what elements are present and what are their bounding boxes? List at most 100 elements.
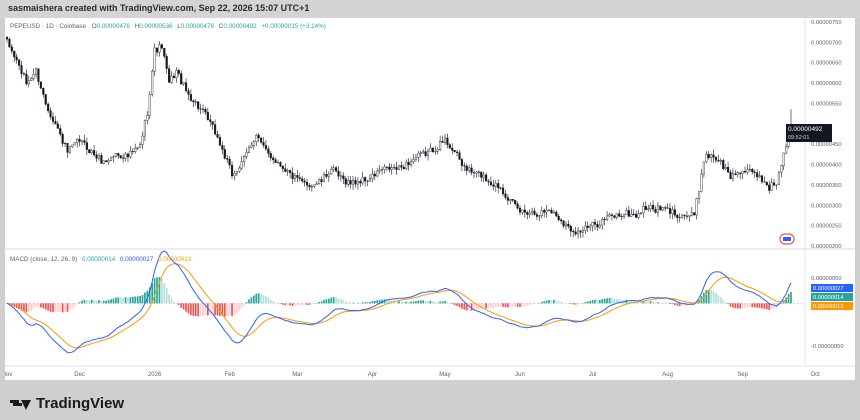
time-tick-label: Mar [292, 372, 302, 378]
candle-body [531, 210, 534, 214]
time-tick-label: Feb [224, 372, 235, 378]
macd-legend[interactable]: MACD (close, 12, 26, 9) 0.00000014 0.000… [10, 256, 192, 263]
histogram-bar [526, 303, 529, 306]
candle-body [770, 182, 773, 191]
histogram-bar [790, 291, 792, 304]
candle-body [606, 215, 609, 220]
price-tick-label: 0.00000250 [811, 224, 842, 230]
candle-body [712, 154, 715, 158]
candle-body [199, 108, 202, 110]
candle-body [584, 225, 587, 231]
histogram-bar [78, 302, 81, 304]
price-chart[interactable]: 0.00000750 0.00000700 0.00000650 0.00000600… [2, 18, 855, 380]
candle-body [511, 199, 514, 201]
candle-body [610, 214, 613, 216]
time-tick-label: Jun [515, 372, 525, 378]
histogram-bar [598, 299, 601, 304]
histogram-bar [192, 303, 195, 316]
candle-body [376, 170, 379, 177]
histogram-bar [289, 303, 291, 306]
histogram-bar [661, 302, 664, 304]
histogram-bar [657, 302, 659, 304]
chart-card[interactable]: 0.00000750 0.00000700 0.00000650 0.00000600… [2, 18, 855, 380]
candle-body [683, 214, 686, 217]
candle-body [330, 169, 333, 175]
histogram-bar [206, 303, 209, 316]
candle-body [555, 211, 558, 217]
candle-body [468, 167, 471, 171]
time-axis[interactable]: Nov Dec 2026 Feb Mar Apr May Jun Jul Aug Sep Oct [2, 372, 821, 378]
histogram-bar [335, 297, 337, 304]
candle-body [514, 200, 517, 205]
candle-body [327, 173, 330, 177]
histogram-bar [134, 296, 137, 304]
time-tick-label: Nov [5, 372, 12, 378]
candle-body [373, 173, 376, 177]
tradingview-logo[interactable]: TradingView [10, 395, 124, 412]
histogram-bar [751, 303, 754, 308]
candle-body [637, 213, 640, 218]
histogram-bar [577, 303, 579, 305]
histogram-bar [274, 302, 277, 304]
candle-body [424, 151, 427, 156]
histogram-bar [262, 294, 265, 304]
flag-icon[interactable] [779, 233, 795, 245]
histogram-bar [727, 303, 729, 305]
histogram-bar [119, 297, 122, 304]
candle-body [736, 172, 739, 175]
histogram-bar [540, 301, 543, 304]
candle-body [729, 171, 732, 179]
candle-body [233, 173, 236, 177]
histogram-bar [303, 303, 306, 305]
candle-body [400, 165, 403, 168]
histogram-bar [216, 303, 219, 316]
histogram-bar [347, 302, 350, 304]
histogram-bar [129, 297, 132, 304]
candle-body [516, 203, 519, 209]
histogram-bar [81, 300, 83, 304]
histogram-bar [298, 303, 301, 306]
candle-body [247, 147, 251, 153]
histogram-bar [405, 301, 408, 304]
candle-body [480, 171, 483, 178]
histogram-bar [236, 303, 238, 314]
candle-body [581, 230, 584, 233]
macd-histogram [8, 277, 792, 317]
close-value: 0.00000492 [223, 23, 257, 30]
histogram-bar [683, 303, 686, 306]
histogram-bar [221, 303, 224, 316]
time-tick-label: Oct [811, 372, 821, 378]
histogram-bar [284, 303, 287, 306]
histogram-bar [158, 277, 161, 304]
price-axis[interactable]: 0.00000750 0.00000700 0.00000650 0.00000600… [811, 20, 842, 250]
candle-body [32, 73, 35, 79]
histogram-bar [712, 291, 715, 304]
candle-body [502, 187, 505, 195]
histogram-bar [770, 303, 773, 310]
histogram-bar [291, 303, 294, 306]
histogram-bar [182, 303, 185, 310]
histogram-bar [332, 297, 335, 304]
histogram-bar [170, 298, 173, 304]
histogram-bar [417, 300, 420, 304]
histogram-bar [649, 301, 652, 304]
histogram-bar [199, 303, 202, 317]
candle-body [685, 215, 688, 217]
candle-body [746, 169, 749, 173]
candle-body [286, 170, 289, 172]
symbol-legend[interactable]: PEPEUSD · 1D · Coinbase O0.00000476 H0.0… [10, 23, 326, 30]
candle-body [642, 206, 645, 214]
candle-body [591, 222, 594, 227]
histogram-bar [42, 303, 45, 309]
histogram-bar [497, 303, 500, 308]
candle-body [30, 78, 33, 81]
macd-badges: 0.00000027 0.00000014 0.00000013 [811, 284, 853, 310]
histogram-bar [25, 303, 28, 313]
candle-body [654, 208, 657, 213]
histogram-bar [785, 297, 788, 304]
macd-axis[interactable]: 0.00000050 -0.00000050 [811, 276, 844, 350]
candle-body [741, 170, 744, 174]
candle-body [42, 88, 45, 95]
histogram-bar [73, 303, 76, 307]
candle-body [724, 166, 727, 169]
